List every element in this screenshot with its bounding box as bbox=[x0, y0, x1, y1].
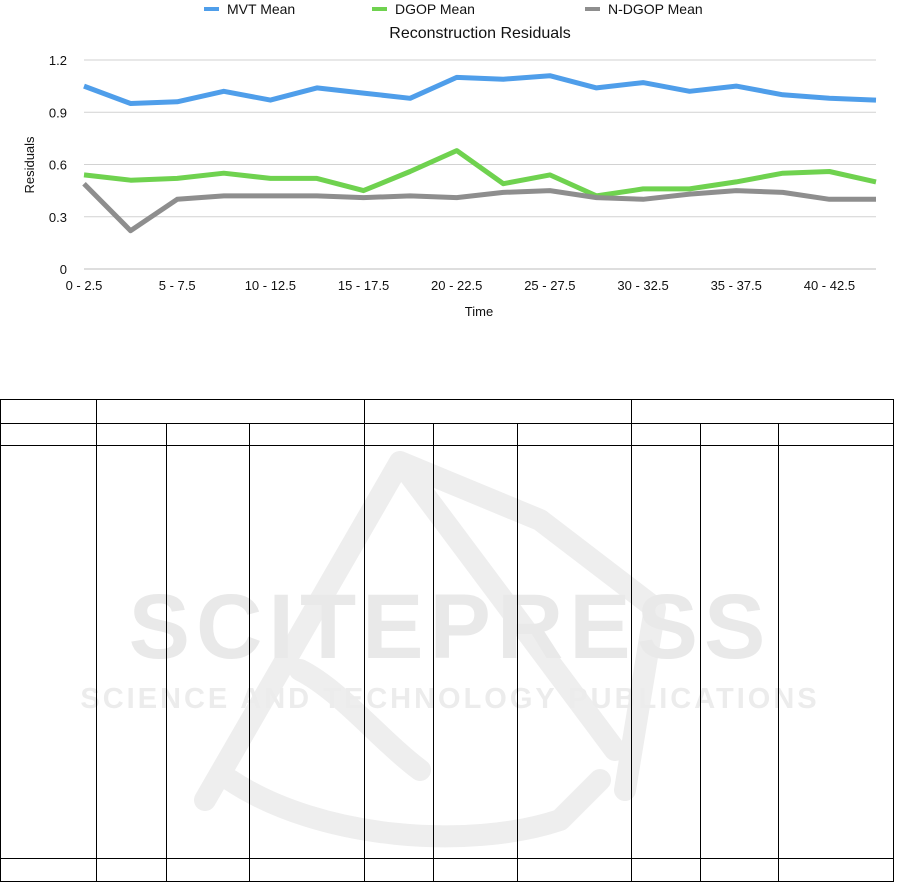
table-cell bbox=[631, 445, 702, 859]
series-line bbox=[83, 148, 877, 199]
series-lines bbox=[82, 73, 877, 234]
legend-label: DGOP Mean bbox=[395, 1, 475, 17]
table-cell bbox=[96, 423, 167, 446]
y-tick-label: 0 bbox=[60, 262, 67, 277]
table-cell bbox=[364, 858, 435, 882]
table-cell bbox=[433, 445, 519, 859]
legend-label: MVT Mean bbox=[227, 1, 295, 17]
table-cell bbox=[631, 858, 702, 882]
table-cell bbox=[700, 858, 780, 882]
table-body-row bbox=[0, 445, 895, 859]
table-header-row bbox=[0, 399, 895, 424]
table-cell bbox=[248, 445, 366, 859]
x-tick-label: 15 - 17.5 bbox=[338, 278, 389, 293]
y-axis-ticks: 0 0.3 0.6 0.9 1.2 bbox=[49, 53, 67, 277]
table-cell bbox=[700, 445, 780, 859]
empty-table bbox=[0, 399, 895, 882]
table-cell bbox=[517, 445, 633, 859]
table-subheader-row bbox=[0, 423, 895, 446]
table-cell bbox=[433, 858, 519, 882]
x-tick-label: 30 - 32.5 bbox=[617, 278, 668, 293]
x-tick-label: 35 - 37.5 bbox=[711, 278, 762, 293]
x-tick-label: 25 - 27.5 bbox=[524, 278, 575, 293]
table-cell bbox=[700, 423, 780, 446]
table-cell bbox=[96, 858, 167, 882]
table-cell bbox=[0, 445, 97, 859]
table-group-header bbox=[95, 399, 366, 424]
x-tick-label: 40 - 42.5 bbox=[804, 278, 855, 293]
table-cell bbox=[517, 858, 633, 882]
table-cell bbox=[364, 423, 435, 446]
series-line bbox=[83, 73, 877, 106]
series-line bbox=[82, 181, 876, 234]
legend-label: N-DGOP Mean bbox=[608, 1, 703, 17]
x-tick-label: 20 - 22.5 bbox=[431, 278, 482, 293]
table-cell bbox=[166, 858, 250, 882]
table-cell bbox=[0, 399, 97, 424]
table-cell bbox=[778, 423, 895, 446]
legend: MVT Mean DGOP Mean N-DGOP Mean bbox=[204, 1, 703, 17]
x-axis-ticks: 0 - 2.5 5 - 7.5 10 - 12.5 15 - 17.5 20 - 22.… bbox=[66, 278, 856, 293]
y-tick-label: 0.6 bbox=[49, 158, 67, 173]
table-cell bbox=[248, 858, 366, 882]
table-footer-row bbox=[0, 858, 895, 882]
table-cell bbox=[433, 423, 519, 446]
x-tick-label: 10 - 12.5 bbox=[245, 278, 296, 293]
table-cell bbox=[166, 423, 250, 446]
chart-title: Reconstruction Residuals bbox=[389, 25, 570, 42]
y-tick-label: 1.2 bbox=[49, 53, 67, 68]
table-cell bbox=[96, 445, 167, 859]
residuals-chart: MVT Mean DGOP Mean N-DGOP Mean Reconstruct… bbox=[22, 1, 877, 319]
table-cell bbox=[631, 423, 702, 446]
x-tick-label: 0 - 2.5 bbox=[66, 278, 103, 293]
table-cell bbox=[778, 858, 895, 882]
table-cell bbox=[0, 858, 97, 882]
y-axis-title: Residuals bbox=[22, 136, 37, 194]
table-group-header bbox=[364, 399, 633, 424]
table-cell bbox=[166, 445, 250, 859]
y-tick-label: 0.3 bbox=[49, 210, 67, 225]
x-tick-label: 5 - 7.5 bbox=[159, 278, 196, 293]
x-axis-title: Time bbox=[465, 304, 493, 319]
table-group-header bbox=[631, 399, 895, 424]
table-cell bbox=[517, 423, 633, 446]
table-cell bbox=[0, 423, 97, 446]
table-cell bbox=[248, 423, 366, 446]
table-cell bbox=[364, 445, 435, 859]
table-cell bbox=[778, 445, 895, 859]
y-tick-label: 0.9 bbox=[49, 105, 67, 120]
